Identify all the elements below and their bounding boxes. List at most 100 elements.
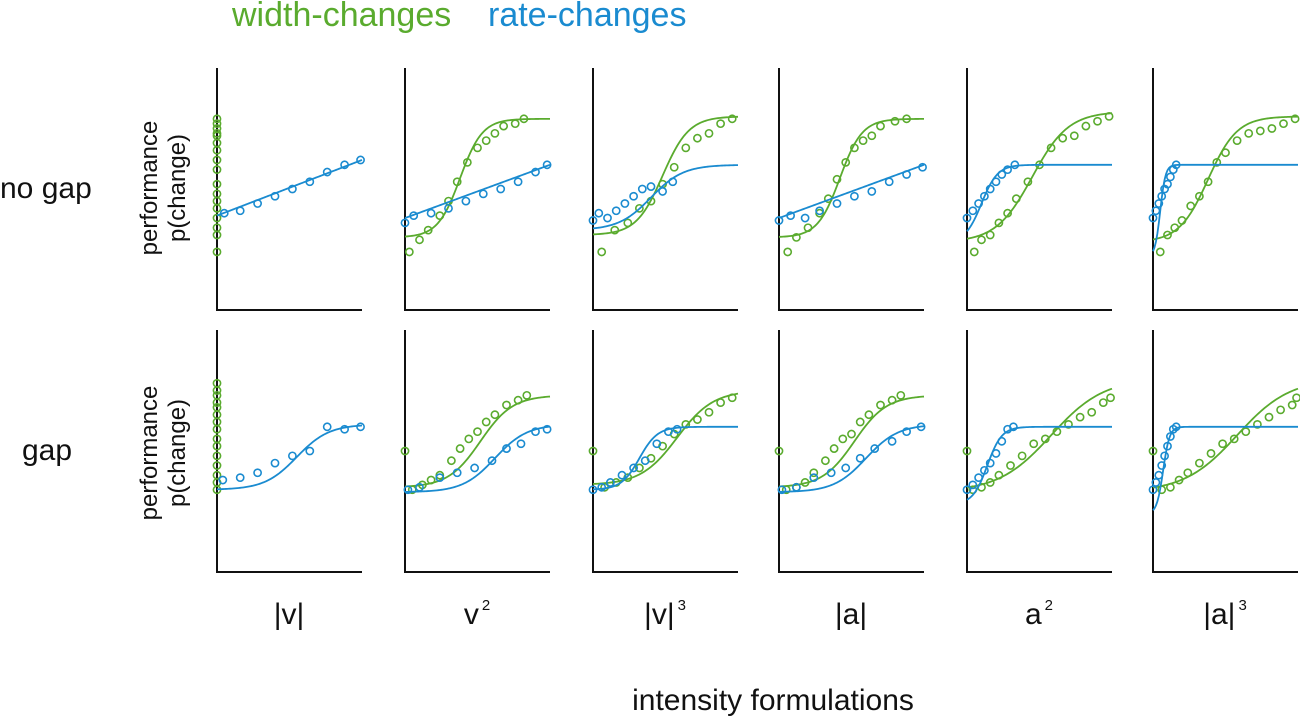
- width-fit-curve: [966, 112, 1113, 240]
- width-data-point: [1195, 191, 1204, 201]
- width-data-point: [994, 218, 1004, 228]
- width-data-point: [473, 427, 482, 437]
- rate-data-point: [444, 203, 453, 213]
- rate-data-point: [974, 473, 983, 483]
- width-data-point: [681, 143, 691, 153]
- rate-data-point: [588, 485, 598, 495]
- width-data-point: [1093, 116, 1102, 126]
- width-data-point: [1029, 439, 1039, 449]
- rate-data-point: [997, 436, 1007, 446]
- width-data-point: [902, 114, 911, 124]
- width-data-point: [792, 232, 801, 242]
- width-data-point: [847, 429, 856, 439]
- width-data-point: [473, 143, 482, 153]
- width-data-point: [809, 468, 819, 478]
- width-data-point: [727, 393, 737, 403]
- rate-data-point: [646, 182, 656, 191]
- width-data-point: [212, 179, 222, 189]
- rate-data-point: [452, 468, 462, 478]
- width-data-point: [1046, 143, 1056, 153]
- rate-data-point: [1157, 191, 1167, 201]
- width-data-point: [727, 114, 737, 124]
- width-data-point: [1264, 412, 1274, 422]
- width-data-point: [1058, 133, 1068, 143]
- rate-data-point: [1151, 206, 1161, 216]
- width-data-point: [1276, 405, 1285, 415]
- width-data-point: [693, 133, 702, 143]
- rate-data-point: [305, 177, 315, 187]
- width-data-point: [499, 121, 508, 131]
- width-data-point: [1104, 112, 1114, 121]
- column-labels: |v| v 2 |v| 3 |a| a 2 |a| 3: [274, 597, 1247, 631]
- rate-data-point: [356, 422, 365, 432]
- rate-data-point: [516, 439, 526, 449]
- ylabel-line-pchange: p(change): [164, 134, 191, 242]
- rate-data-point: [611, 206, 621, 216]
- rate-fit-curve: [778, 425, 925, 493]
- rate-data-point: [985, 458, 995, 468]
- width-data-point: [1186, 201, 1196, 211]
- width-data-point: [1287, 400, 1297, 410]
- panel-r2-c4: [774, 330, 926, 573]
- rate-data-point: [777, 485, 787, 495]
- width-data-point: [1232, 136, 1242, 145]
- rate-fit-curve: [1152, 163, 1298, 252]
- width-data-point: [1218, 439, 1227, 449]
- rate-data-point: [235, 206, 245, 216]
- width-data-point: [212, 386, 222, 395]
- width-data-point: [1292, 393, 1300, 403]
- width-data-point: [1155, 247, 1165, 257]
- width-data-point: [855, 417, 865, 427]
- width-data-point: [977, 235, 986, 245]
- width-data-point: [1241, 427, 1251, 437]
- width-data-point: [212, 114, 222, 124]
- rate-data-point: [664, 427, 673, 437]
- width-data-point: [446, 456, 456, 466]
- rate-data-point: [637, 184, 647, 194]
- rate-data-point: [809, 473, 819, 483]
- width-data-point: [1087, 407, 1097, 417]
- rate-data-point: [270, 191, 280, 201]
- width-data-point: [858, 136, 868, 145]
- width-data-point: [490, 410, 500, 420]
- ylabel-line-performance: performance: [136, 121, 163, 256]
- width-data-point: [887, 395, 897, 405]
- rate-data-point: [1148, 213, 1158, 223]
- rate-data-point: [962, 485, 972, 495]
- width-data-point: [890, 116, 900, 126]
- rate-data-point: [867, 187, 877, 196]
- rate-data-point: [997, 170, 1007, 179]
- rate-fit-curve: [404, 163, 551, 219]
- rate-data-point: [287, 451, 297, 461]
- ylabel-line-pchange: p(change): [164, 399, 191, 507]
- width-data-point: [519, 114, 529, 124]
- width-data-point: [1052, 427, 1062, 437]
- rate-fit-curve: [592, 164, 739, 230]
- rate-data-point: [426, 208, 436, 218]
- rate-data-point: [962, 213, 972, 223]
- rate-fit-curve: [1152, 425, 1298, 511]
- width-data-point: [212, 119, 222, 129]
- x-axis-title: intensity formulations: [632, 684, 914, 717]
- width-data-point: [1098, 398, 1108, 407]
- rate-fit-curve: [966, 425, 1112, 501]
- width-data-point: [800, 478, 810, 487]
- rate-data-point: [1003, 165, 1012, 175]
- rate-data-point: [1009, 422, 1018, 432]
- panel-grid: [212, 68, 1300, 573]
- rate-data-point: [991, 177, 1001, 187]
- width-data-point: [481, 136, 491, 145]
- rate-data-point: [1166, 172, 1175, 182]
- rate-data-point: [1148, 485, 1158, 495]
- rate-data-point: [1010, 160, 1020, 170]
- rate-data-point: [594, 208, 604, 218]
- width-fit-curve: [778, 117, 925, 238]
- rate-data-point: [815, 206, 824, 216]
- rate-data-point: [287, 184, 297, 194]
- width-data-point: [212, 145, 222, 155]
- width-data-point: [1006, 461, 1015, 470]
- width-data-point: [985, 230, 995, 240]
- rate-data-point: [597, 482, 607, 492]
- row-label-no-gap: no gap: [0, 172, 92, 205]
- rate-data-point: [496, 184, 506, 194]
